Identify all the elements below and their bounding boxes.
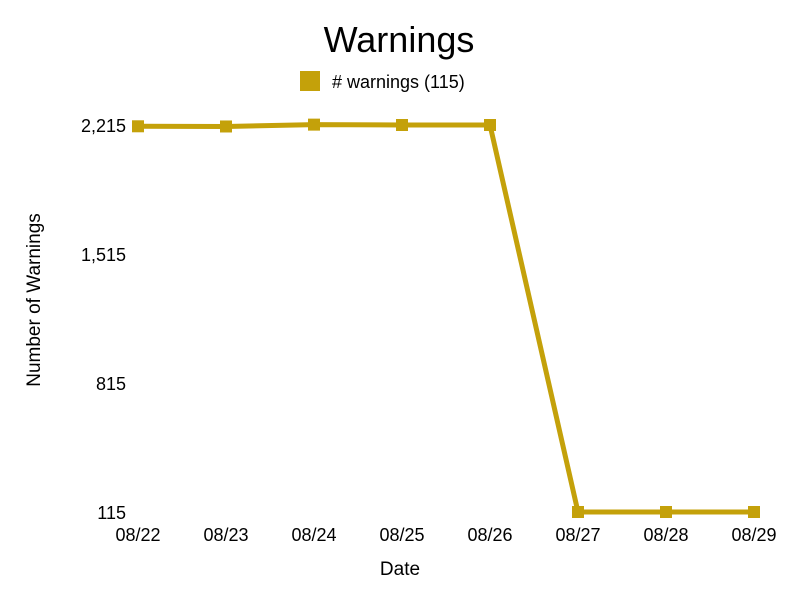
y-axis-ticks: 115 815 1,515 2,215 xyxy=(81,116,126,523)
x-axis-ticks: 08/22 08/23 08/24 08/25 08/26 08/27 08/28 08/29 xyxy=(115,525,776,545)
x-tick-label: 08/23 xyxy=(203,525,248,545)
data-point-marker xyxy=(660,506,672,518)
y-tick-label: 2,215 xyxy=(81,116,126,136)
x-axis-title: Date xyxy=(380,559,420,580)
legend-label: # warnings (115) xyxy=(332,72,465,92)
x-tick-label: 08/26 xyxy=(467,525,512,545)
series-line xyxy=(137,122,754,515)
y-tick-label: 1,515 xyxy=(81,245,126,265)
x-tick-label: 08/27 xyxy=(555,525,600,545)
data-point-marker xyxy=(132,120,144,133)
y-tick-label: 815 xyxy=(96,374,126,394)
data-point-marker xyxy=(220,120,232,133)
series-layer xyxy=(132,118,760,518)
x-tick-label: 08/22 xyxy=(115,525,160,545)
x-tick-label: 08/28 xyxy=(643,525,688,545)
data-point-marker xyxy=(484,119,496,131)
y-axis-title: Number of Warnings xyxy=(24,213,45,387)
x-tick-label: 08/25 xyxy=(379,525,424,545)
data-point-marker xyxy=(572,506,584,518)
y-tick-label: 115 xyxy=(97,503,126,523)
data-point-marker xyxy=(748,506,760,518)
chart-title: Warnings xyxy=(324,19,475,60)
legend: # warnings (115) xyxy=(300,71,465,92)
data-point-marker xyxy=(308,118,320,131)
legend-swatch xyxy=(300,71,320,91)
x-tick-label: 08/24 xyxy=(291,525,336,545)
data-point-marker xyxy=(396,119,408,131)
x-tick-label: 08/29 xyxy=(731,525,776,545)
